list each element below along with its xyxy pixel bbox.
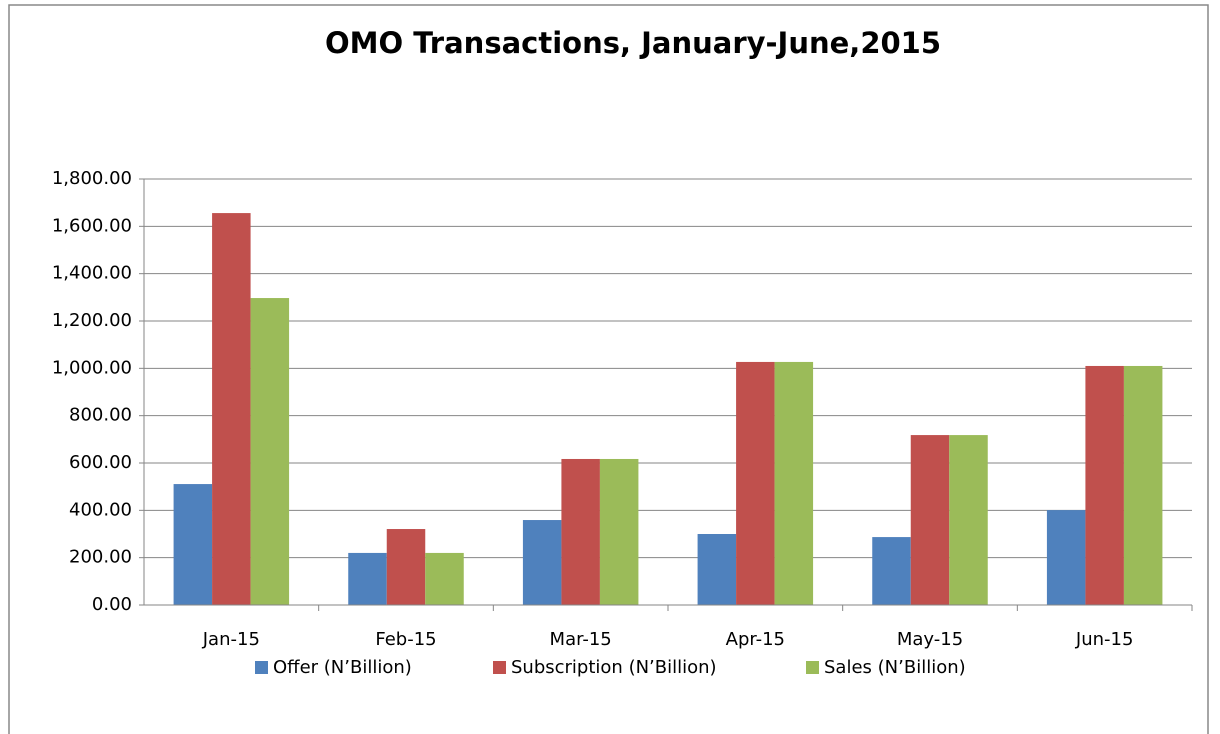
bar [561,458,600,605]
legend-swatch [806,661,819,674]
y-tick-label: 1,400.00 [52,263,132,284]
y-tick-label: 0.00 [92,594,132,615]
bar [250,298,290,605]
y-tick-label: 1,600.00 [52,215,132,236]
bar [173,484,213,605]
bar [599,458,639,605]
bar [425,552,464,605]
bar [736,361,775,605]
legend-label: Subscription (N’Billion) [511,657,717,678]
bar [1123,365,1163,605]
bar [1046,510,1086,605]
bar [1085,365,1124,605]
y-tick-label: 800.00 [69,405,132,426]
x-tick-label: May-15 [897,629,963,650]
x-tick-label: Feb-15 [375,629,436,650]
bar [949,435,988,605]
legend-swatch [493,661,506,674]
y-tick-label: 200.00 [69,547,132,568]
x-tick-label: Mar-15 [550,629,612,650]
legend-swatch [255,661,268,674]
bar [212,213,251,605]
y-tick-label: 1,200.00 [52,310,132,331]
y-tick-label: 1,800.00 [52,168,132,189]
legend-label: Offer (N’Billion) [273,657,412,678]
bar [910,435,950,605]
x-tick-label: Jun-15 [1075,629,1134,650]
bar [774,361,814,605]
bar [386,529,426,605]
chart-title: OMO Transactions, January-June,2015 [325,26,941,60]
x-tick-label: Apr-15 [726,629,785,650]
bar [522,520,562,605]
bar [348,552,387,605]
legend-label: Sales (N’Billion) [824,657,966,678]
bar [872,537,911,605]
y-tick-label: 1,000.00 [52,357,132,378]
bar [697,534,737,605]
y-tick-label: 400.00 [69,499,132,520]
y-tick-label: 600.00 [69,452,132,473]
x-tick-label: Jan-15 [202,629,260,650]
chart-border [8,4,1209,734]
